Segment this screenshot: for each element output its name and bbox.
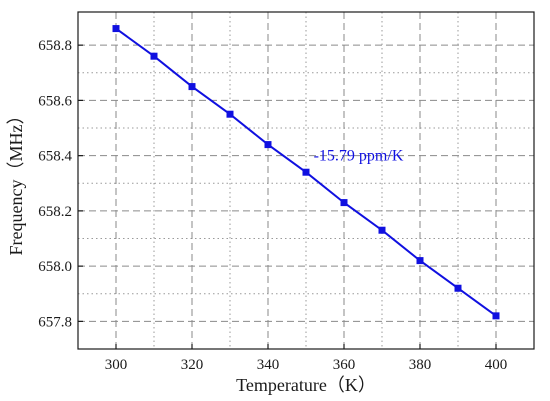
annotations: -15.79 ppm/K: [314, 148, 404, 165]
data-point: [226, 110, 234, 118]
x-tick-label: 400: [485, 357, 508, 373]
data-point: [302, 168, 310, 176]
data-point: [454, 284, 462, 292]
plot-frame: [77, 11, 535, 350]
data-point: [112, 25, 120, 33]
grid: [78, 12, 534, 349]
slope-annotation: -15.79 ppm/K: [314, 148, 404, 165]
x-tick-label: 360: [333, 357, 356, 373]
ticks: [78, 44, 497, 349]
data-point: [416, 257, 424, 265]
x-tick-label: 380: [409, 357, 432, 373]
data-point: [492, 312, 500, 320]
x-tick-label: 340: [257, 357, 280, 373]
y-axis-label: Frequency（MHz）: [6, 107, 26, 256]
x-tick-label: 300: [105, 357, 128, 373]
data-point: [264, 141, 272, 149]
y-tick-label: 658.6: [38, 93, 72, 109]
data-point: [340, 199, 348, 207]
y-tick-label: 658.0: [38, 259, 72, 275]
data-point: [188, 83, 196, 91]
y-tick-label: 658.8: [38, 38, 72, 54]
y-tick-label: 658.4: [38, 149, 72, 165]
series: [112, 25, 500, 320]
y-tick-label: 657.8: [38, 314, 72, 330]
data-point: [150, 52, 158, 60]
x-tick-label: 320: [181, 357, 204, 373]
data-point: [378, 226, 386, 234]
x-axis-label: Temperature（K）: [236, 375, 376, 395]
labels: 300 320 340 360 380 400 657.8 658.0 658.2 658.4 65…: [38, 38, 507, 373]
y-tick-label: 658.2: [38, 204, 72, 220]
